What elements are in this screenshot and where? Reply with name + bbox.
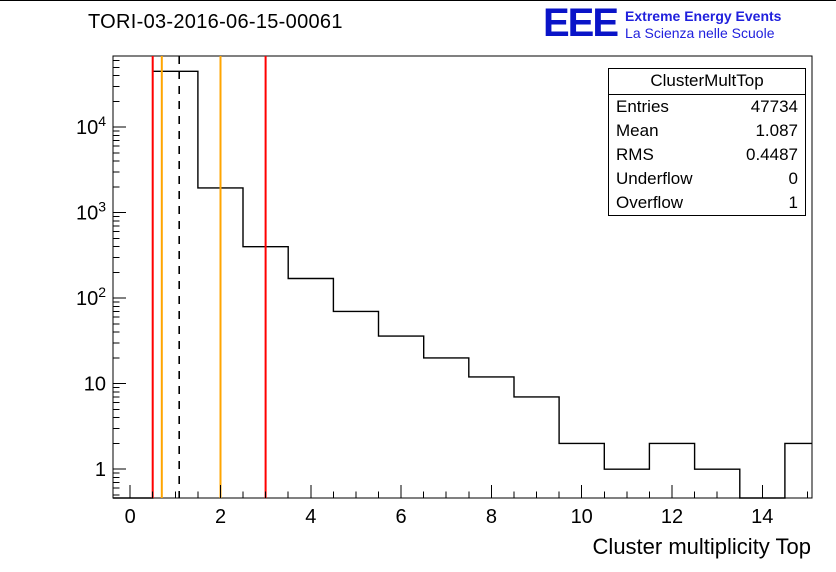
x-tick-label: 8 [486,506,497,528]
stats-box: ClusterMultTop Entries 47734 Mean 1.087 … [608,68,806,216]
stats-row-overflow: Overflow 1 [609,191,805,215]
y-tick-label: 104 [76,113,106,139]
stats-row-underflow: Underflow 0 [609,167,805,191]
histogram-outline [113,70,812,499]
stats-value: 47734 [750,97,798,116]
stats-title: ClusterMultTop [609,69,805,95]
stats-label: Overflow [616,193,684,212]
stats-label: Mean [616,121,659,140]
y-tick-label: 102 [76,284,106,310]
stats-value: 0.4487 [746,145,798,164]
x-tick-label: 10 [571,506,593,528]
plot-frame [112,55,813,499]
stats-label: RMS [616,145,654,164]
y-tick-label: 103 [76,199,106,225]
stats-value: 1 [788,193,798,212]
eee-logo-acronym: EEE [543,1,619,45]
x-tick-label: 4 [305,506,316,528]
y-tick-label: 10 [84,374,106,396]
x-axis-title: Cluster multiplicity Top [592,534,811,559]
stats-label: Underflow [616,169,693,188]
stats-row-entries: Entries 47734 [609,95,805,119]
stats-label: Entries [616,97,669,116]
stats-row-mean: Mean 1.087 [609,119,805,143]
x-tick-label: 6 [396,506,407,528]
eee-logo-text: Extreme Energy Events La Scienza nelle S… [625,5,781,42]
x-tick-label: 2 [215,506,226,528]
stats-value: 0 [788,169,798,188]
stats-value: 1.087 [755,121,798,140]
y-tick-label: 1 [95,459,106,481]
x-tick-label: 0 [125,506,136,528]
x-tick-label: 12 [661,506,683,528]
eee-logo: EEE Extreme Energy Events La Scienza nel… [543,1,781,45]
eee-logo-line1: Extreme Energy Events [625,8,782,24]
eee-logo-line2: La Scienza nelle Scuole [625,25,775,41]
plot-title: TORI-03-2016-06-15-00061 [88,11,343,33]
x-tick-label: 14 [751,506,773,528]
stats-row-rms: RMS 0.4487 [609,143,805,167]
